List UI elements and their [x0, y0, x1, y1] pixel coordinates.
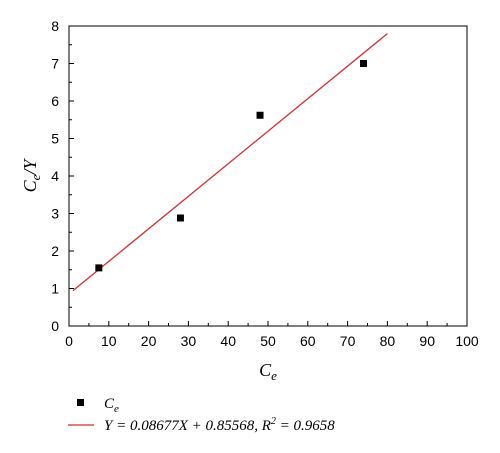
- x-tick-label: 100: [455, 333, 479, 349]
- y-tick-label: 7: [51, 56, 59, 72]
- plot-area: 0 10 20 30 40 50 60 70 80 90 100 0 1 2 3 4 5 6 7 8: [51, 18, 479, 349]
- y-axis-label: Ce/Y: [20, 158, 43, 193]
- x-tick-label: 30: [181, 333, 197, 349]
- legend-marker-label: Ce: [104, 396, 119, 415]
- y-tick-label: 5: [51, 131, 59, 147]
- data-point: [360, 60, 368, 67]
- y-tick-label: 4: [51, 168, 59, 184]
- y-axis-ticks: 0 1 2 3 4 5 6 7 8: [51, 18, 74, 334]
- x-tick-label: 80: [380, 333, 396, 349]
- x-tick-label: 0: [65, 333, 73, 349]
- x-tick-label: 60: [300, 333, 316, 349]
- fit-line: [72, 33, 388, 292]
- data-point: [95, 264, 103, 272]
- y-tick-label: 8: [51, 18, 59, 34]
- x-tick-label: 10: [101, 333, 117, 349]
- y-tick-label: 1: [51, 281, 59, 297]
- data-points: [95, 60, 368, 272]
- y-tick-label: 6: [51, 93, 59, 109]
- data-point: [256, 111, 264, 119]
- x-tick-label: 90: [419, 333, 435, 349]
- legend: Ce Y = 0.08677X + 0.85568, R2 = 0.9658: [68, 396, 335, 434]
- legend-marker-square: [77, 399, 84, 406]
- y-tick-label: 2: [51, 243, 59, 259]
- x-axis-label: Ce: [259, 360, 277, 383]
- x-tick-label: 70: [340, 333, 356, 349]
- x-axis-ticks: 0 10 20 30 40 50 60 70 80 90 100: [65, 321, 479, 349]
- x-tick-label: 40: [220, 333, 236, 349]
- y-tick-label: 0: [51, 318, 59, 334]
- plot-frame: [68, 25, 468, 327]
- x-tick-label: 20: [141, 333, 157, 349]
- legend-line-label: Y = 0.08677X + 0.85568, R2 = 0.9658: [104, 416, 335, 434]
- x-tick-label: 50: [260, 333, 276, 349]
- data-point: [176, 214, 184, 222]
- y-tick-label: 3: [51, 206, 59, 222]
